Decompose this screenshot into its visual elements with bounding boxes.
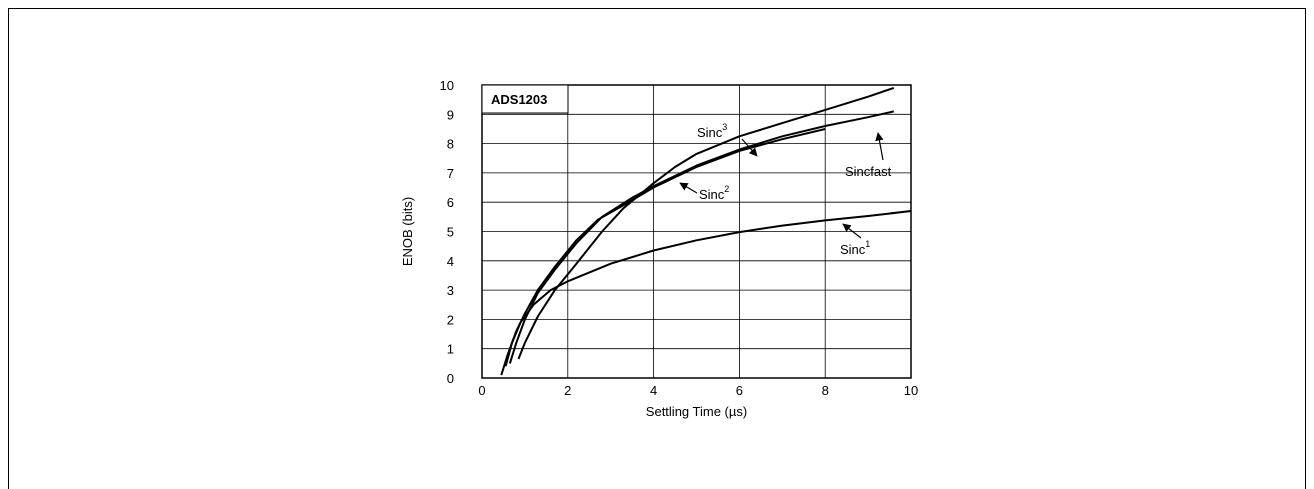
series-line-sinc2: [500, 128, 826, 376]
series-line-sinc1: [504, 210, 912, 367]
tick-labels: 0 2 4 6 8 10 0 1 2 3 4 5 6 7 8 9 10: [440, 78, 919, 398]
annotation-sinc3: Sinc3: [697, 122, 727, 140]
plot-border: [481, 84, 912, 379]
annotation-arrow-sincfast: [875, 132, 884, 161]
y-axis-label: ENOB (bits): [400, 197, 415, 266]
annotation-arrow-sinc1: [842, 223, 862, 239]
series-lines: [500, 86, 912, 376]
x-axis-label: Settling Time (µs): [646, 404, 747, 419]
series-line-sincfast: [508, 110, 895, 364]
y-tick-label: 7: [447, 166, 454, 181]
y-tick-label: 1: [447, 342, 454, 357]
y-tick-label: 0: [447, 371, 454, 386]
chart-title-box: ADS1203: [481, 84, 569, 114]
x-tick-label: 2: [564, 383, 571, 398]
x-tick-label: 4: [650, 383, 657, 398]
y-tick-label: 9: [447, 107, 454, 122]
y-tick-label: 8: [447, 137, 454, 152]
chart-title-rect: [481, 84, 569, 114]
annotation-sincfast: Sincfast: [845, 164, 892, 179]
series-line-sinc3: [517, 86, 895, 360]
annotation-arrow-sinc2: [679, 182, 698, 194]
x-tick-label: 8: [822, 383, 829, 398]
y-tick-label: 10: [440, 78, 454, 93]
x-tick-label: 0: [478, 383, 485, 398]
y-tick-label: 6: [447, 195, 454, 210]
annotation-arrow-sinc3: [741, 138, 758, 157]
y-tick-label: 4: [447, 254, 454, 269]
x-tick-label: 10: [904, 383, 918, 398]
y-tick-label: 5: [447, 225, 454, 240]
y-tick-label: 3: [447, 283, 454, 298]
y-tick-label: 2: [447, 312, 454, 327]
chart-title: ADS1203: [491, 92, 547, 107]
figure-frame: [8, 8, 1306, 489]
annotation-sinc1: Sinc1: [840, 239, 870, 257]
series-annotations: Sinc1 Sinc2 Sinc3 Sincfast: [679, 122, 892, 257]
x-tick-label: 6: [736, 383, 743, 398]
annotation-sinc2: Sinc2: [699, 184, 729, 202]
